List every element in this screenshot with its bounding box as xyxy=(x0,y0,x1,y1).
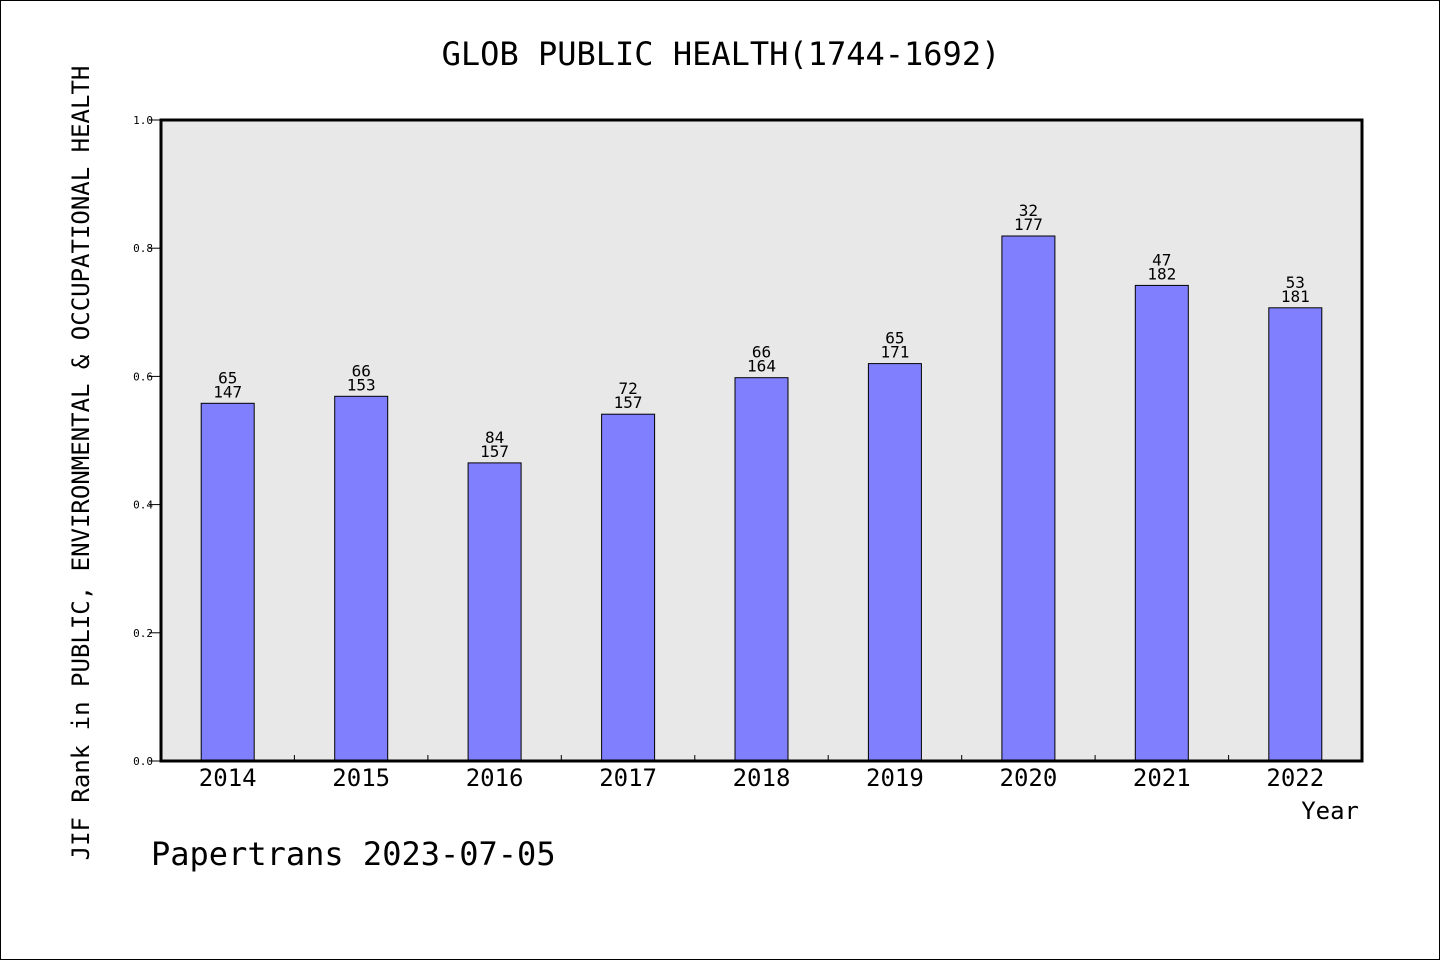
y-tick-label: 0.2 xyxy=(133,627,153,640)
bar-label-top: 72 xyxy=(618,379,637,398)
bar xyxy=(734,377,789,762)
bar-label-top: 32 xyxy=(1019,201,1038,220)
bar-label-top: 84 xyxy=(485,428,504,447)
x-axis-label: Year xyxy=(1301,797,1359,825)
bar-label-bottom: 153 xyxy=(347,375,376,394)
bar-label-bottom: 157 xyxy=(480,442,509,461)
bar-label-bottom: 177 xyxy=(1014,215,1043,234)
x-tick-label: 2019 xyxy=(866,764,924,792)
bar-label-top: 65 xyxy=(885,329,904,348)
bar-label-bottom: 157 xyxy=(614,393,643,412)
x-tick-label: 2017 xyxy=(599,764,657,792)
bar-label-top: 66 xyxy=(352,361,371,380)
bar xyxy=(1268,307,1323,762)
y-tick-label: 0.8 xyxy=(133,242,153,255)
bar-label-top: 65 xyxy=(218,368,237,387)
bar-label-top: 47 xyxy=(1152,250,1171,269)
x-tick-label: 2015 xyxy=(332,764,390,792)
bar xyxy=(334,395,389,762)
x-tick-label: 2022 xyxy=(1266,764,1324,792)
x-tick-label: 2016 xyxy=(466,764,524,792)
bar xyxy=(467,462,522,762)
y-tick-label: 0.0 xyxy=(133,755,153,768)
y-tick-label: 1.0 xyxy=(133,114,153,127)
bar-label-bottom: 182 xyxy=(1147,264,1176,283)
bar xyxy=(601,413,656,762)
bar-label-top: 66 xyxy=(752,343,771,362)
bar xyxy=(1134,284,1189,762)
y-tick-label: 0.6 xyxy=(133,370,153,383)
bar-label-top: 53 xyxy=(1286,273,1305,292)
x-tick-label: 2014 xyxy=(199,764,257,792)
bar xyxy=(867,363,922,762)
bar xyxy=(200,402,255,762)
chart-title: GLOB PUBLIC HEALTH(1744-1692) xyxy=(441,35,1001,73)
bar-label-bottom: 164 xyxy=(747,357,776,376)
bar-label-bottom: 171 xyxy=(880,343,909,362)
bar-label-bottom: 181 xyxy=(1281,287,1310,306)
plot-frame xyxy=(159,118,1364,763)
x-tick-label: 2018 xyxy=(733,764,791,792)
y-tick-label: 0.4 xyxy=(133,499,153,512)
footer-note: Papertrans 2023-07-05 xyxy=(151,835,556,873)
bar xyxy=(1001,235,1056,762)
bar-label-bottom: 147 xyxy=(213,382,242,401)
x-tick-label: 2021 xyxy=(1133,764,1191,792)
x-tick-label: 2020 xyxy=(1000,764,1058,792)
